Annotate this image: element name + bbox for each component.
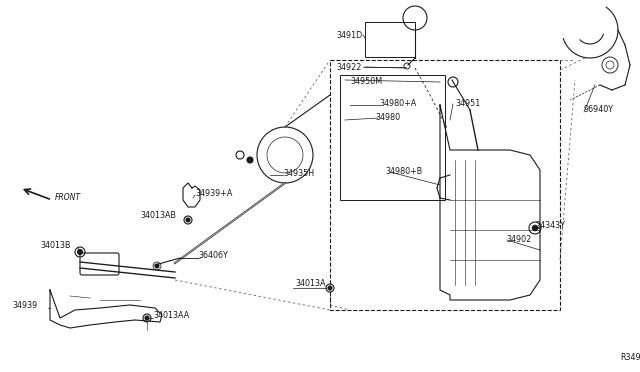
Circle shape — [145, 316, 149, 320]
Text: 34939+A: 34939+A — [195, 189, 232, 198]
Circle shape — [328, 286, 332, 290]
Text: 36406Y: 36406Y — [198, 250, 228, 260]
Text: 34939: 34939 — [12, 301, 37, 310]
Bar — [365, 22, 415, 57]
Text: 34013AB: 34013AB — [140, 211, 176, 219]
Text: 34013A: 34013A — [295, 279, 326, 288]
Text: 34013AA: 34013AA — [153, 311, 189, 320]
Text: 34950M: 34950M — [350, 77, 382, 87]
Bar — [340, 75, 445, 200]
Text: 34980: 34980 — [375, 112, 400, 122]
Text: 34980+B: 34980+B — [385, 167, 422, 176]
Text: 96940Y: 96940Y — [584, 106, 614, 115]
Text: 24343Y: 24343Y — [535, 221, 565, 230]
Circle shape — [77, 250, 83, 254]
Text: FRONT: FRONT — [55, 192, 81, 202]
Circle shape — [247, 157, 253, 163]
Text: 34935H: 34935H — [283, 169, 314, 177]
Bar — [330, 60, 560, 310]
Text: R349004X: R349004X — [620, 353, 640, 362]
Text: 3491D: 3491D — [337, 31, 363, 39]
Circle shape — [155, 264, 159, 268]
Text: 34980+A: 34980+A — [379, 99, 416, 109]
Text: 34902: 34902 — [506, 235, 531, 244]
Text: 34922: 34922 — [337, 62, 362, 71]
Circle shape — [532, 225, 538, 231]
Text: 34013B: 34013B — [40, 241, 70, 250]
Text: 34951: 34951 — [455, 99, 480, 109]
Circle shape — [186, 218, 190, 222]
